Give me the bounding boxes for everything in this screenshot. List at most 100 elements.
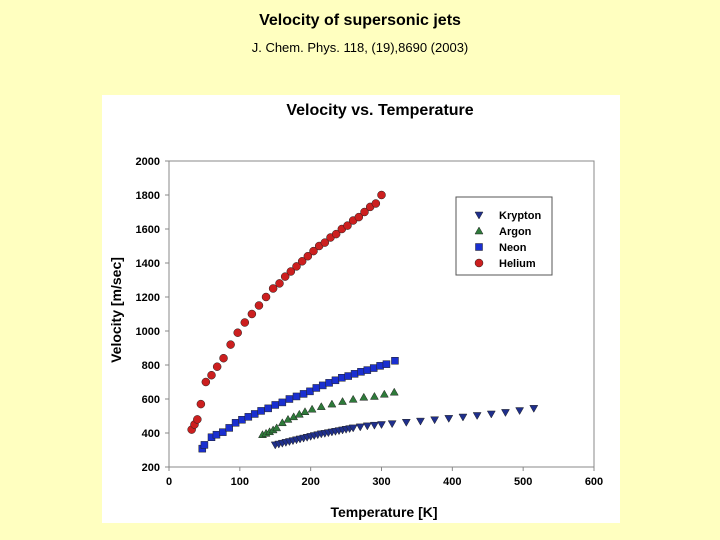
argon-point: [327, 399, 337, 408]
helium-point: [240, 318, 250, 327]
krypton-point: [458, 413, 468, 422]
helium-point: [275, 279, 284, 288]
neon-point: [264, 404, 272, 413]
neon-point: [331, 376, 340, 385]
krypton-point: [529, 405, 539, 413]
argon-point: [389, 387, 399, 396]
helium-point: [292, 262, 301, 271]
legend-krypton-marker: [474, 211, 484, 220]
krypton-point: [416, 417, 425, 426]
x-tick-label: 500: [514, 476, 532, 488]
legend-krypton-label: Krypton: [499, 210, 541, 222]
helium-point: [247, 309, 257, 319]
neon-point: [250, 410, 259, 418]
helium-point: [261, 292, 271, 302]
neon-point: [238, 415, 246, 424]
helium-point: [320, 238, 330, 247]
neon-point: [271, 401, 279, 409]
krypton-point: [501, 409, 510, 417]
helium-point: [254, 301, 264, 310]
helium-point: [303, 251, 313, 261]
helium-point: [196, 399, 206, 409]
neon-point: [312, 384, 321, 392]
argon-point: [307, 404, 317, 413]
neon-point: [350, 370, 359, 378]
krypton-point: [348, 424, 358, 433]
krypton-point: [387, 420, 397, 429]
krypton-point: [377, 421, 386, 430]
neon-point: [292, 392, 301, 401]
helium-point: [193, 415, 202, 424]
helium-point: [207, 370, 216, 380]
neon-point: [231, 419, 240, 427]
neon-point: [212, 430, 221, 439]
helium-point: [212, 362, 222, 371]
x-tick-label: 0: [166, 476, 172, 488]
x-axis-label: Temperature [K]: [330, 504, 437, 520]
y-tick-label: 600: [142, 394, 160, 406]
neon-point: [225, 424, 233, 432]
helium-point: [360, 207, 369, 217]
helium-point: [286, 267, 296, 276]
krypton-point: [472, 412, 482, 420]
chart-svg: Velocity vs. Temperature Temperature [K]…: [108, 102, 603, 520]
neon-point: [338, 374, 346, 382]
neon-point: [278, 398, 287, 407]
legend-helium-marker: [474, 258, 484, 268]
helium-point: [297, 257, 307, 266]
x-tick-label: 600: [585, 476, 603, 488]
krypton-point: [355, 423, 365, 432]
helium-point: [343, 221, 352, 230]
argon-point: [348, 394, 358, 403]
helium-point: [201, 377, 211, 387]
argon-point: [359, 392, 369, 401]
y-tick-label: 1400: [136, 258, 160, 270]
neon-point: [219, 428, 227, 436]
argon-point: [272, 423, 282, 432]
neon-point: [363, 366, 372, 374]
y-tick-label: 200: [142, 462, 160, 474]
helium-point: [371, 199, 381, 208]
helium-point: [309, 246, 318, 256]
chart-title: Velocity vs. Temperature: [286, 102, 473, 119]
slide-subtitle: J. Chem. Phys. 118, (19),8690 (2003): [251, 40, 469, 55]
neon-point: [391, 357, 399, 365]
legend-argon-marker: [474, 226, 484, 235]
krypton-point: [444, 415, 454, 423]
krypton-point: [515, 407, 525, 416]
neon-point: [376, 362, 384, 370]
helium-point: [280, 272, 290, 281]
krypton-point: [362, 422, 372, 431]
y-tick-label: 1800: [136, 190, 160, 202]
neon-point: [357, 368, 365, 376]
neon-point: [285, 395, 294, 403]
helium-point: [219, 353, 228, 363]
helium-point: [268, 284, 278, 293]
x-tick-label: 400: [443, 476, 461, 488]
argon-point: [300, 407, 310, 415]
y-tick-label: 800: [142, 360, 160, 372]
neon-point: [200, 441, 209, 449]
chart-figure: Velocity vs. Temperature Temperature [K]…: [102, 95, 620, 523]
y-tick-label: 1200: [136, 292, 160, 304]
legend-neon-label: Neon: [499, 242, 527, 254]
x-tick-label: 300: [372, 476, 390, 488]
krypton-point: [369, 421, 379, 430]
y-tick-label: 1600: [136, 224, 160, 236]
neon-point: [382, 360, 391, 368]
legend-neon-marker: [475, 243, 483, 251]
argon-point: [379, 389, 389, 398]
legend-helium-label: Helium: [499, 258, 536, 270]
krypton-point: [430, 416, 440, 425]
y-tick-label: 400: [142, 428, 160, 440]
neon-point: [299, 390, 308, 398]
neon-point: [344, 372, 352, 380]
krypton-point: [486, 410, 496, 419]
legend-argon-label: Argon: [499, 226, 532, 238]
neon-point: [318, 381, 327, 390]
legend-box: [455, 196, 553, 276]
x-tick-label: 200: [301, 476, 319, 488]
y-axis-label: Velocity [m/sec]: [108, 257, 124, 363]
neon-point: [306, 387, 314, 396]
slide-title: Velocity of supersonic jets: [259, 12, 461, 29]
